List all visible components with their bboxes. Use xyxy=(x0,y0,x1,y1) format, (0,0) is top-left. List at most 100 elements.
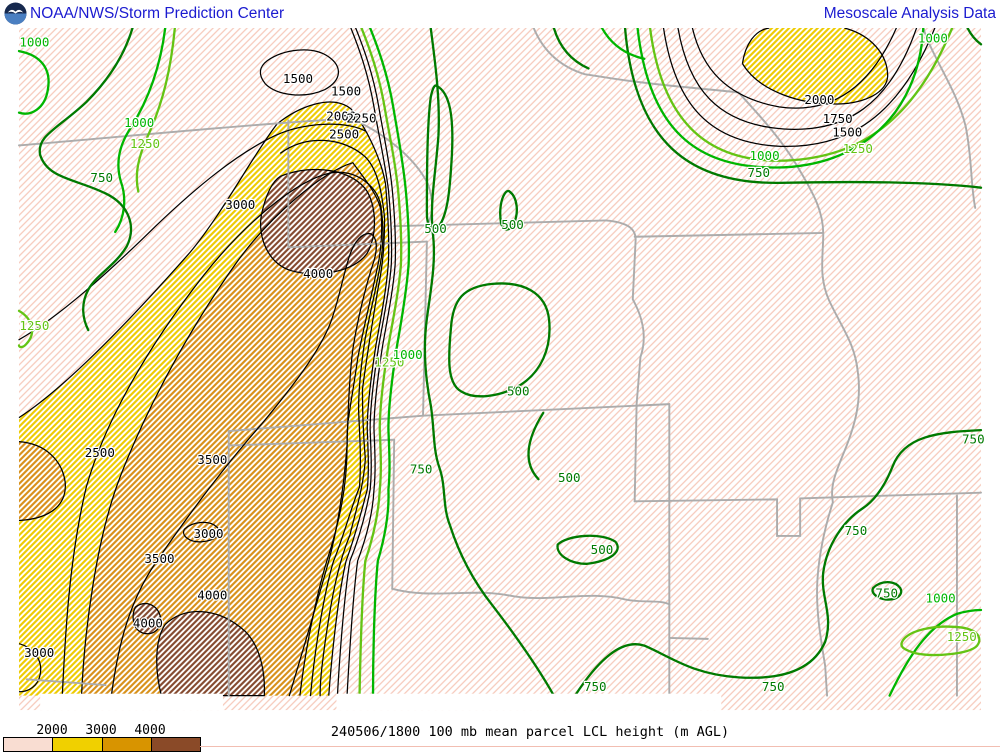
contour-1250 xyxy=(17,309,34,349)
contour-500 xyxy=(527,411,545,481)
page-title: Mesoscale Analysis Data xyxy=(823,5,996,22)
contour-label: 500 xyxy=(591,542,614,557)
contour-2000 xyxy=(691,27,897,109)
state-border xyxy=(922,27,977,209)
contour-750 xyxy=(966,26,983,46)
contour-label: 750 xyxy=(584,679,607,694)
filled-region xyxy=(132,603,162,635)
state-border xyxy=(604,219,645,503)
contour-500 xyxy=(425,84,454,231)
contour-1750 xyxy=(336,27,393,697)
contour-label: 1250 xyxy=(374,355,404,370)
contour-label: 4000 xyxy=(303,266,333,281)
legend-tick-3000: 3000 xyxy=(85,723,117,738)
contour-1500 xyxy=(259,49,340,96)
state-border xyxy=(633,231,825,238)
contour-1000 xyxy=(636,26,925,169)
contour-label: 750 xyxy=(410,461,433,476)
contour-label: 1000 xyxy=(749,148,779,163)
contour-3500 xyxy=(110,232,377,697)
contour-1000 xyxy=(600,26,646,60)
region-boundary-contour xyxy=(741,27,889,105)
region-boundary-contour xyxy=(18,101,390,696)
contour-750 xyxy=(871,580,903,601)
legend-tick-2000: 2000 xyxy=(36,723,68,738)
contour-labels: 1000100012507501250150015002000225025003… xyxy=(18,29,986,695)
site-title: NOAA/NWS/Storm Prediction Center xyxy=(30,5,285,22)
legend-swatch xyxy=(52,738,102,751)
contour-1500 xyxy=(662,27,936,147)
contour-1250 xyxy=(135,26,176,193)
contour-label: 750 xyxy=(747,165,770,180)
state-border xyxy=(18,117,352,147)
contour-750 xyxy=(623,26,983,189)
contour-label: 1000 xyxy=(124,115,154,130)
contour-label: 4000 xyxy=(133,615,163,630)
contour-label: 2000 xyxy=(326,108,356,123)
contour-1250 xyxy=(900,625,981,657)
filled-region xyxy=(156,610,266,697)
noaa-logo-icon xyxy=(4,2,27,25)
contour-label: 750 xyxy=(762,679,785,694)
contour-750 xyxy=(552,26,590,70)
contour-1250 xyxy=(358,26,403,697)
contour-label: 3000 xyxy=(193,526,223,541)
filled-region xyxy=(260,168,375,275)
state-border xyxy=(25,678,107,687)
contour-label: 500 xyxy=(424,221,447,236)
contour-label: 2250 xyxy=(346,110,376,125)
filled-region xyxy=(742,28,888,105)
state-border xyxy=(737,91,860,697)
state-border xyxy=(633,491,982,537)
contour-2500 xyxy=(61,171,384,697)
contour-1750 xyxy=(18,123,366,341)
state-border xyxy=(391,587,671,606)
filled-region xyxy=(18,441,66,521)
contour-750 xyxy=(573,428,983,697)
contour-lines xyxy=(17,26,983,697)
contour-500 xyxy=(499,189,518,231)
contour-3000 xyxy=(183,521,220,543)
contour-750 xyxy=(423,26,556,697)
contour-2250 xyxy=(280,139,386,697)
legend-tick-4000: 4000 xyxy=(134,723,166,738)
contour-1000 xyxy=(114,26,167,234)
state-border xyxy=(391,438,396,590)
contour-label: 1250 xyxy=(947,629,977,644)
contour-label: 750 xyxy=(90,170,113,185)
legend-label-backplate xyxy=(40,693,223,711)
legend-swatch xyxy=(101,738,151,751)
contour-label: 1250 xyxy=(130,136,160,151)
contour-label: 500 xyxy=(501,217,524,232)
contour-label: 1500 xyxy=(832,125,862,140)
contour-label: 2000 xyxy=(804,92,834,107)
contour-label: 1250 xyxy=(843,141,873,156)
header-bar: NOAA/NWS/Storm Prediction Center Mesosca… xyxy=(0,0,1000,28)
state-border xyxy=(227,438,396,447)
region-boundary-contour xyxy=(18,643,42,693)
contour-label: 1500 xyxy=(331,83,361,98)
contour-label: 1250 xyxy=(19,318,49,333)
contour-label: 500 xyxy=(507,383,530,398)
contour-label: 1000 xyxy=(393,347,423,362)
title-backplate xyxy=(336,693,722,711)
contour-label: 3500 xyxy=(197,452,227,467)
contour-map-canvas[interactable]: 1000100012507501250150015002000225025003… xyxy=(0,26,1000,737)
contour-1000 xyxy=(888,608,983,697)
contour-label: 4000 xyxy=(197,587,227,602)
contour-500 xyxy=(448,282,551,398)
contour-label: 750 xyxy=(845,523,868,538)
contour-label: 3500 xyxy=(144,551,174,566)
contour-label: 3000 xyxy=(225,197,255,212)
contour-1000 xyxy=(368,26,411,697)
legend-swatch xyxy=(150,738,200,751)
contour-1500 xyxy=(346,27,397,697)
contour-750 xyxy=(38,26,134,332)
state-border xyxy=(668,636,709,640)
legend-swatch xyxy=(4,738,53,751)
contour-label: 1000 xyxy=(926,590,956,605)
contour-1750 xyxy=(677,27,918,130)
footer-divider xyxy=(200,746,1000,747)
contour-label: 750 xyxy=(962,432,985,447)
mesoanalysis-map[interactable]: 1000 1000 1250 750 1250 1500 1500 2000 2250 2500 3… xyxy=(0,26,1000,737)
